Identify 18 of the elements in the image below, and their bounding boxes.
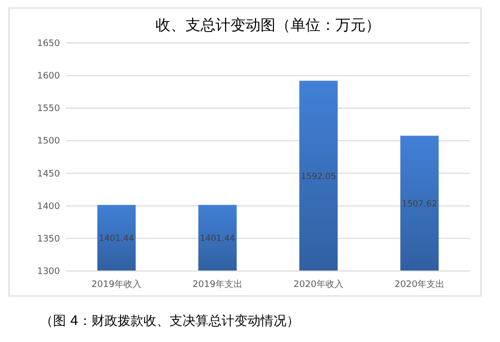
x-tick-label: 2019年支出 [192,279,242,290]
y-tick-label: 1450 [37,169,60,180]
data-label: 1401.44 [200,234,236,244]
text: （图 4：财政拨款收、支决算总计变动情况） [40,314,300,329]
y-tick-label: 1550 [37,104,60,114]
chart-title: 收、支总计变动图（单位：万元） [156,16,380,34]
y-tick-label: 1300 [37,267,60,277]
data-label: 1592.05 [300,172,336,182]
data-label: 1401.44 [98,234,134,244]
y-tick-label: 1500 [37,136,60,147]
x-tick-label: 2020年收入 [294,279,344,290]
y-tick-label: 1400 [37,202,60,212]
y-tick-label: 1650 [37,39,60,49]
y-tick-label: 1350 [37,234,60,244]
x-tick-label: 2020年支出 [394,279,444,290]
y-tick-label: 1600 [37,72,60,82]
data-label: 1507.62 [402,199,438,210]
x-tick-label: 2019年收入 [92,279,142,290]
